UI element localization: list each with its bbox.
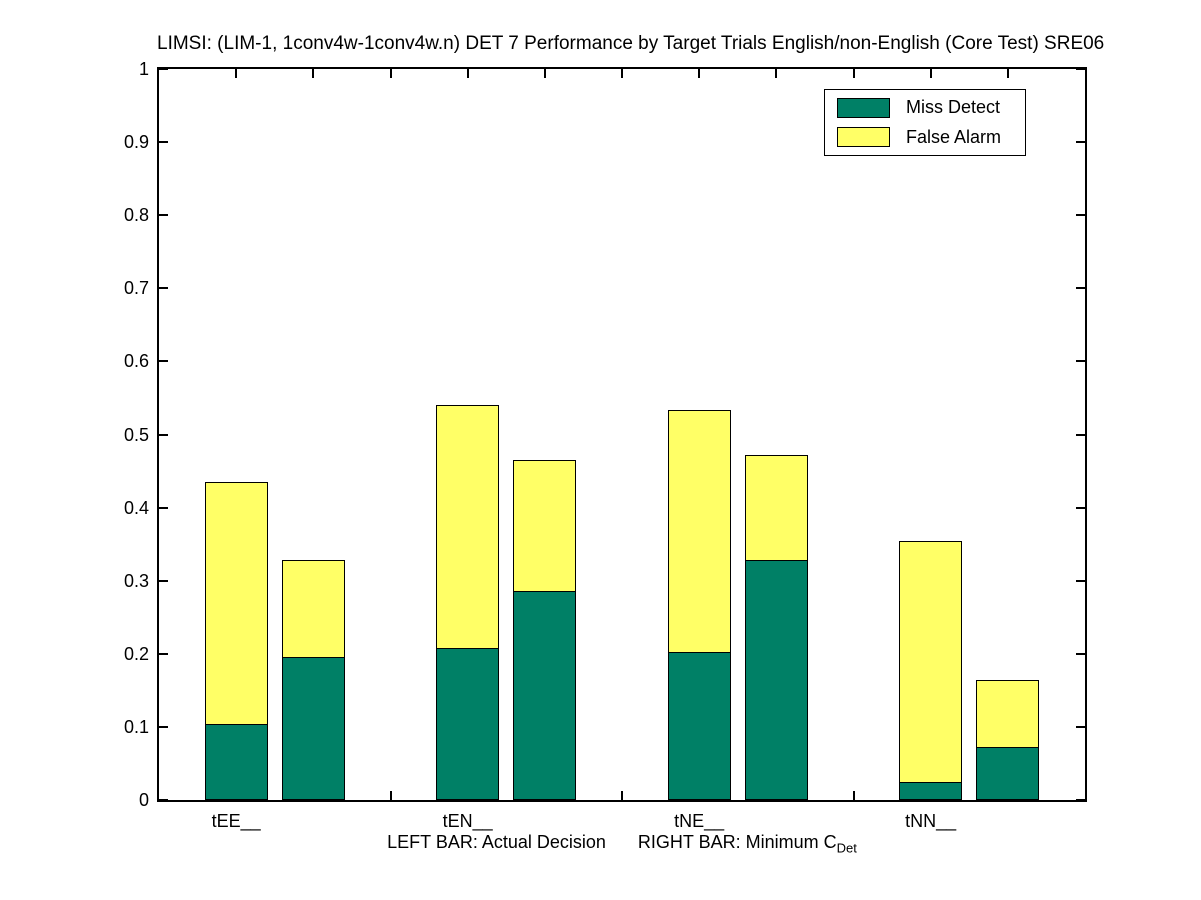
legend-item-false-alarm: False Alarm bbox=[837, 125, 1025, 149]
chart-title: LIMSI: (LIM-1, 1conv4w-1conv4w.n) DET 7 … bbox=[157, 33, 1105, 54]
x-axis-tick-top bbox=[543, 69, 546, 78]
x-axis-tick-top bbox=[466, 69, 469, 78]
x-axis-tick-top bbox=[1006, 69, 1009, 78]
y-axis-tick-left bbox=[159, 433, 168, 436]
x-axis-label-left: LEFT BAR: Actual Decision bbox=[387, 832, 606, 852]
x-axis-tick-top bbox=[621, 69, 623, 78]
y-axis-tick-right bbox=[1076, 799, 1085, 801]
y-axis-tick-right bbox=[1076, 725, 1085, 728]
x-axis-tick-label: tEE__ bbox=[211, 811, 261, 831]
bar-miss-detect-minimum-cdet bbox=[513, 590, 577, 800]
y-axis-tick-label: 0.8 bbox=[123, 205, 149, 226]
x-axis-tick-top bbox=[852, 69, 855, 78]
y-axis-tick-left bbox=[159, 725, 168, 728]
y-axis-tick-right bbox=[1076, 287, 1085, 290]
y-axis-tick-label: 0.5 bbox=[123, 424, 149, 445]
y-axis-tick-label: 0.9 bbox=[123, 132, 149, 153]
y-axis-tick-label: 0.6 bbox=[123, 351, 149, 372]
x-axis-tick-label: tNN__ bbox=[905, 811, 957, 831]
y-axis-tick-left bbox=[159, 506, 168, 509]
y-axis-tick-label: 0.3 bbox=[123, 570, 149, 591]
bar-miss-detect-actual-decision bbox=[667, 652, 731, 800]
y-axis-tick-right bbox=[1076, 141, 1085, 144]
y-axis-tick-label: 0.1 bbox=[123, 716, 149, 737]
x-axis-tick-bottom bbox=[389, 791, 392, 800]
x-axis-tick-top bbox=[235, 69, 238, 78]
x-axis-tick-top bbox=[929, 69, 932, 78]
x-axis-label-right: RIGHT BAR: Minimum C bbox=[637, 832, 837, 852]
x-axis-tick-top bbox=[698, 69, 701, 78]
y-axis-tick-left bbox=[159, 579, 168, 582]
legend-swatch-miss-detect bbox=[837, 97, 890, 118]
x-axis-tick-bottom bbox=[621, 791, 623, 800]
y-axis-tick-left bbox=[159, 214, 168, 217]
y-axis-tick-right bbox=[1076, 68, 1085, 70]
legend: Miss Detect False Alarm bbox=[824, 89, 1026, 156]
y-axis-tick-left bbox=[159, 68, 168, 70]
y-axis-tick-left bbox=[159, 287, 168, 290]
x-axis-tick-top bbox=[775, 69, 778, 78]
x-axis-label-subscript: Det bbox=[836, 840, 857, 856]
legend-label-false-alarm: False Alarm bbox=[906, 126, 1002, 147]
x-axis-tick-bottom bbox=[852, 791, 855, 800]
y-axis-tick-label: 0 bbox=[138, 790, 149, 810]
bar-miss-detect-minimum-cdet bbox=[744, 559, 808, 800]
bar-miss-detect-actual-decision bbox=[204, 723, 268, 800]
y-axis-tick-right bbox=[1076, 360, 1085, 363]
legend-label-miss-detect: Miss Detect bbox=[906, 97, 1001, 118]
y-axis-tick-right bbox=[1076, 579, 1085, 582]
bar-false-alarm-minimum-cdet bbox=[513, 460, 577, 592]
x-axis-tick-top bbox=[312, 69, 315, 78]
bar-false-alarm-actual-decision bbox=[436, 405, 500, 649]
y-axis-tick-label: 0.2 bbox=[123, 643, 149, 664]
bar-false-alarm-minimum-cdet bbox=[744, 454, 808, 561]
legend-swatch-false-alarm bbox=[837, 127, 890, 148]
x-axis-tick-label: tEN__ bbox=[442, 811, 493, 831]
legend-item-miss-detect: Miss Detect bbox=[837, 96, 1025, 120]
bar-miss-detect-minimum-cdet bbox=[281, 656, 345, 800]
x-axis-tick-top bbox=[389, 69, 392, 78]
bar-false-alarm-minimum-cdet bbox=[281, 559, 345, 658]
y-axis-tick-label: 1 bbox=[138, 59, 149, 79]
x-axis-tick-label: tNE__ bbox=[674, 811, 725, 831]
bar-false-alarm-actual-decision bbox=[899, 540, 963, 784]
bar-miss-detect-actual-decision bbox=[899, 782, 963, 800]
bar-miss-detect-actual-decision bbox=[436, 647, 500, 800]
y-axis-tick-left bbox=[159, 141, 168, 144]
bar-miss-detect-minimum-cdet bbox=[976, 747, 1040, 800]
bar-false-alarm-minimum-cdet bbox=[976, 680, 1040, 749]
plot-area: Miss Detect False Alarm 0 0.1 0.2 0.3 0.4 0.5… bbox=[124, 59, 1087, 831]
y-axis-tick-right bbox=[1076, 433, 1085, 436]
bar-false-alarm-actual-decision bbox=[204, 482, 268, 725]
x-axis-label: LEFT BAR: Actual Decision RIGHT BAR: Mini… bbox=[157, 832, 1087, 856]
y-axis-tick-left bbox=[159, 799, 168, 801]
y-axis-tick-label: 0.7 bbox=[123, 278, 149, 299]
y-axis-tick-left bbox=[159, 360, 168, 363]
y-axis-tick-right bbox=[1076, 652, 1085, 655]
y-axis-tick-left bbox=[159, 652, 168, 655]
bar-false-alarm-actual-decision bbox=[667, 409, 731, 654]
y-axis-tick-right bbox=[1076, 506, 1085, 509]
y-axis-tick-right bbox=[1076, 214, 1085, 217]
y-axis-tick-label: 0.4 bbox=[123, 497, 149, 518]
